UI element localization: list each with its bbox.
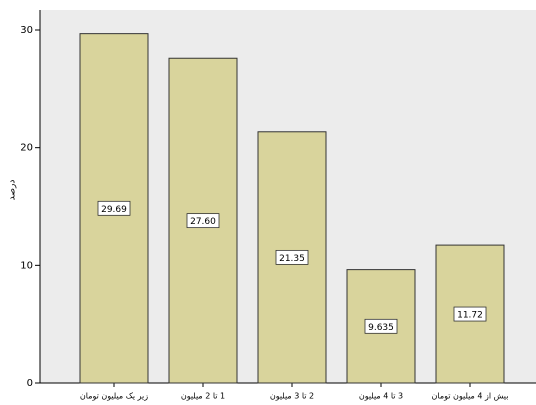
value-label: 21.35	[279, 254, 305, 264]
y-axis-title: درصد	[8, 180, 18, 201]
page: {"chart_data": {"type": "bar", "y_label"…	[0, 0, 536, 405]
x-tick-label: زیر یک میلیون تومان	[80, 392, 148, 401]
value-label: 27.60	[190, 217, 216, 227]
value-label: 9.635	[368, 323, 394, 333]
chart: درصد 0 10 20 30 زیر یک میلیون تومان 29.69 1 تا…	[0, 0, 536, 405]
y-tick-label: 10	[20, 260, 33, 271]
x-tick-label: 1 تا 2 میلیون	[181, 392, 225, 401]
y-tick-label: 0	[27, 378, 33, 389]
value-label: 29.69	[101, 205, 127, 215]
x-tick-label: 2 تا 3 میلیون	[270, 392, 314, 401]
value-label: 11.72	[457, 311, 483, 321]
y-tick-label: 20	[20, 143, 33, 154]
y-tick-label: 30	[20, 25, 33, 36]
x-tick-label: بیش از 4 میلیون تومان	[432, 392, 509, 401]
x-tick-label: 3 تا 4 میلیون	[359, 392, 403, 401]
